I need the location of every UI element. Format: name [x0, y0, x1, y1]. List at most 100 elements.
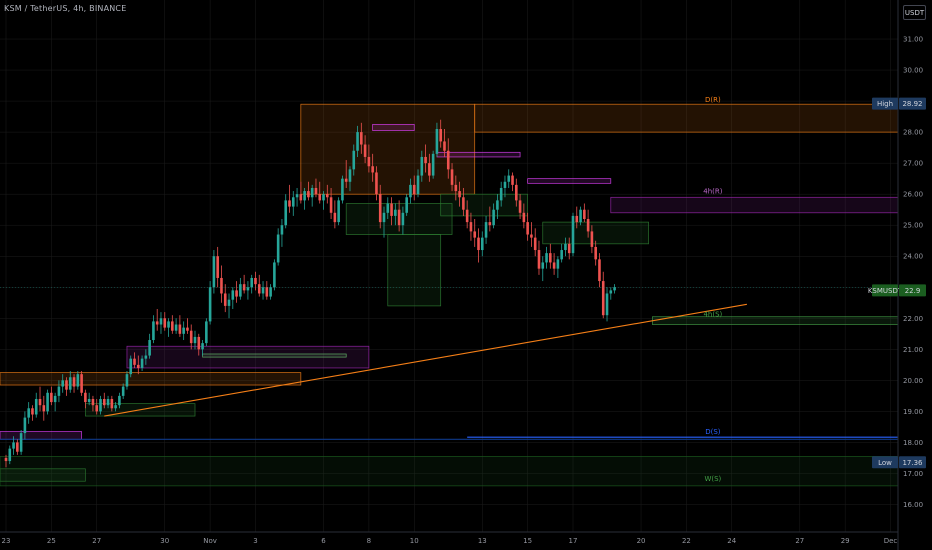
candle-down [594, 246, 597, 260]
candle-up [144, 355, 148, 359]
candle-down [586, 219, 590, 232]
candle-down [223, 293, 227, 306]
candle-up [322, 194, 325, 201]
candle-up [167, 321, 170, 328]
candle-up [356, 132, 359, 151]
candle-down [314, 187, 318, 195]
badge-value: 22.9 [905, 287, 921, 295]
x-tick-label: 30 [160, 537, 169, 545]
candle-up [205, 321, 208, 344]
candle-down [265, 287, 269, 297]
candle-up [19, 433, 23, 452]
x-tick-label: 6 [321, 537, 326, 545]
candle-up [68, 377, 72, 390]
candle-up [76, 374, 80, 387]
candle-down [367, 156, 371, 167]
currency-button[interactable]: USDT [903, 5, 926, 20]
x-tick-label: 27 [92, 537, 101, 545]
y-tick-label: 18.00 [903, 439, 923, 447]
candle-down [344, 178, 348, 182]
candle-up [140, 358, 144, 368]
y-tick-label: 21.00 [903, 346, 923, 354]
candle-up [503, 181, 507, 188]
candle-up [579, 209, 582, 223]
supply-zone [0, 431, 82, 440]
candle-down [326, 194, 329, 198]
y-tick-label: 24.00 [903, 253, 923, 261]
trendlines [0, 303, 898, 440]
candle-down [31, 408, 34, 415]
y-tick-label: 27.00 [903, 160, 923, 168]
demand-zone [440, 193, 528, 217]
candle-up [303, 191, 306, 201]
candle-down [428, 163, 431, 176]
x-tick-label: Dec [884, 537, 898, 545]
candle-up [416, 175, 420, 195]
candle-down [567, 243, 571, 254]
candle-down [601, 281, 605, 316]
candle-up [609, 290, 613, 294]
candle-down [186, 327, 189, 331]
candle-down [38, 398, 42, 406]
badge-label-bg [872, 284, 898, 297]
demand-zone [202, 353, 347, 358]
candle-down [307, 191, 310, 198]
candle-down [458, 191, 461, 198]
candle-down [439, 129, 442, 142]
candle-up [507, 175, 511, 182]
supply-zone [372, 124, 415, 131]
candle-down [473, 231, 477, 238]
x-tick-label: Nov [203, 537, 217, 545]
badge-label: Low [878, 459, 892, 467]
candle-down [299, 194, 303, 201]
candle-up [337, 200, 340, 223]
candle-down [110, 398, 114, 409]
level-labels: D(R) 4h(R) 4h(S) D(S) W(S) [703, 96, 722, 483]
candle-down [583, 209, 586, 220]
candle-up [613, 287, 616, 291]
candle-down [220, 277, 223, 294]
candle-up [61, 380, 64, 387]
candle-up [291, 197, 295, 207]
candle-down [318, 194, 322, 201]
candle-up [239, 284, 242, 297]
x-tick-label: 3 [253, 537, 257, 545]
candle-up [435, 129, 439, 154]
candle-down [575, 215, 579, 223]
candle-down [65, 380, 68, 390]
candle-up [605, 293, 609, 316]
candle-down [257, 284, 261, 294]
candle-up [227, 299, 231, 306]
y-tick-label: 25.00 [903, 222, 923, 230]
candle-down [254, 277, 257, 285]
candle-up [12, 442, 15, 449]
candle-down [242, 284, 246, 291]
candle-down [360, 132, 363, 145]
candle-up [121, 386, 125, 396]
time-axis[interactable] [0, 532, 898, 550]
demand-zone [652, 316, 899, 325]
candle-down [91, 398, 95, 406]
demand-zone [542, 221, 649, 245]
candle-up [284, 200, 288, 226]
candle-down [171, 321, 174, 331]
candle-down [469, 222, 473, 232]
supply-zone [0, 372, 302, 386]
candle-up [273, 262, 276, 288]
x-tick-label: 29 [841, 537, 850, 545]
candle-up [231, 290, 235, 300]
x-tick-label: 24 [727, 537, 736, 545]
candle-up [431, 153, 435, 176]
x-tick-labels: 23 25 27 30 Nov 3 6 8 10 13 15 17 20 22 24 27 29 Dec [2, 537, 898, 545]
candle-down [477, 237, 480, 251]
x-tick-label: 15 [523, 537, 532, 545]
candle-down [443, 141, 446, 151]
x-tick-label: 20 [637, 537, 646, 545]
candle-down [84, 392, 87, 403]
badge-value: 28.92 [902, 100, 922, 108]
candle-up [87, 398, 91, 403]
candle-up [125, 374, 129, 387]
candle-up [276, 234, 280, 263]
